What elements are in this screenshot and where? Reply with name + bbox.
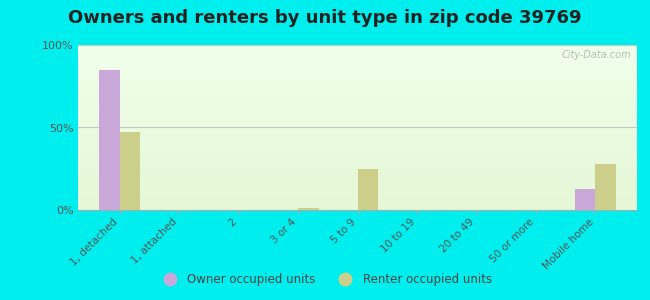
Text: Owners and renters by unit type in zip code 39769: Owners and renters by unit type in zip c… bbox=[68, 9, 582, 27]
Legend: Owner occupied units, Renter occupied units: Owner occupied units, Renter occupied un… bbox=[153, 269, 497, 291]
Bar bbox=[595, 164, 616, 210]
Bar bbox=[120, 132, 140, 210]
Text: City-Data.com: City-Data.com bbox=[562, 50, 631, 60]
Bar bbox=[575, 188, 595, 210]
Bar bbox=[298, 208, 319, 210]
Bar bbox=[358, 169, 378, 210]
Bar bbox=[99, 70, 120, 210]
